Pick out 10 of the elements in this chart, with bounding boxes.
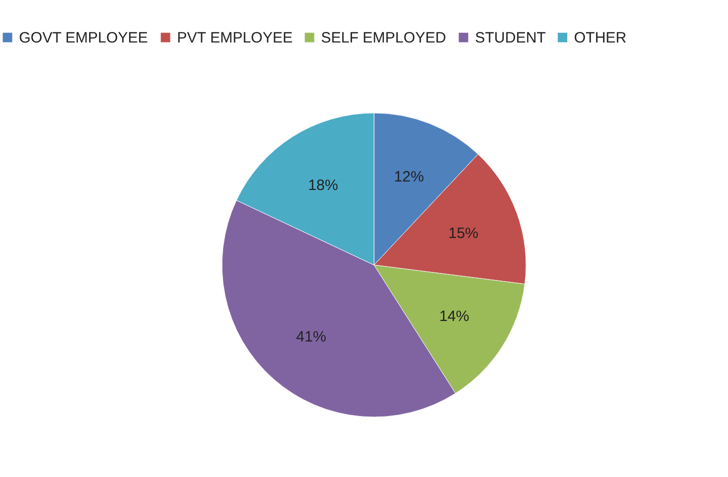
data-label: 14% (439, 308, 470, 325)
data-label: 15% (448, 224, 478, 242)
legend-label: SELF EMPLOYED (321, 30, 446, 47)
legend-label: PVT EMPLOYEE (177, 30, 293, 47)
data-label: 12% (394, 168, 424, 186)
legend-label: OTHER (574, 30, 627, 47)
legend-label: GOVT EMPLOYEE (19, 30, 148, 47)
data-label: 18% (308, 176, 338, 194)
data-label: 41% (296, 328, 326, 346)
legend-label: STUDENT (475, 30, 546, 47)
